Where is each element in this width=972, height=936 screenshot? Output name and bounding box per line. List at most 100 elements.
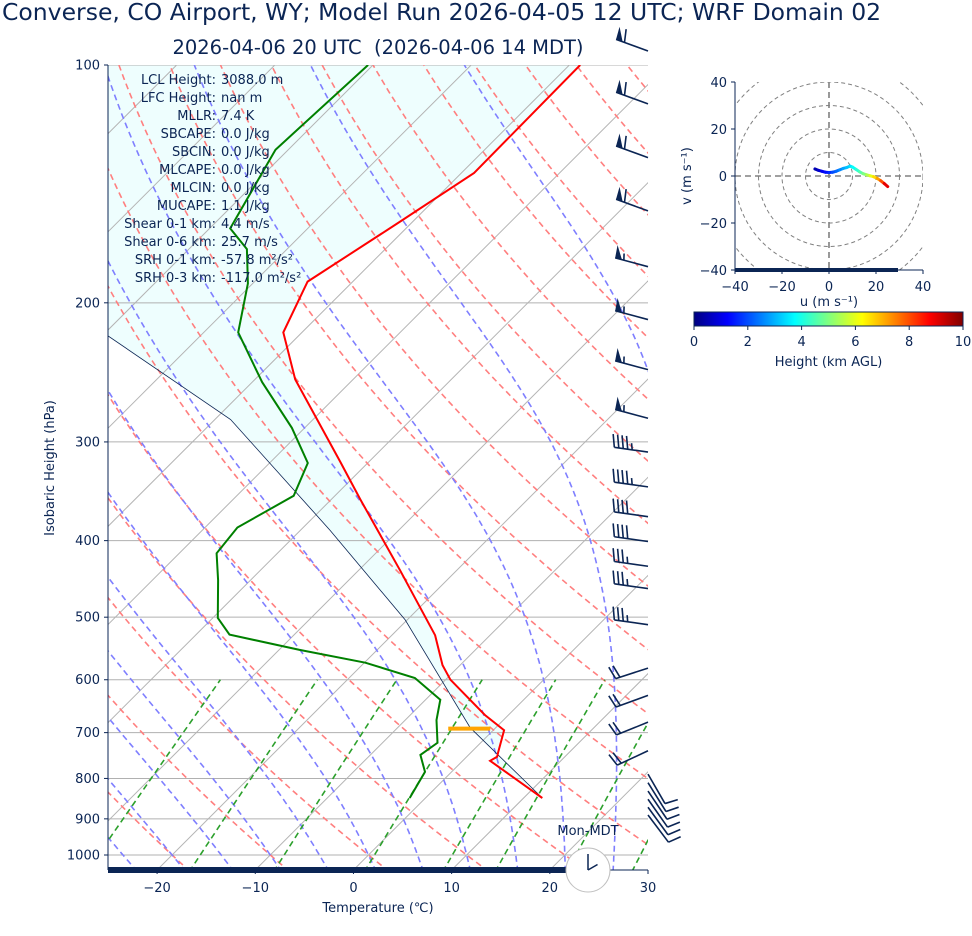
isotherm-line xyxy=(549,771,648,870)
hodograph-x-tick-label: 40 xyxy=(915,280,932,295)
colorbar-label: Height (km AGL) xyxy=(775,355,883,370)
wind-barb-staff xyxy=(614,619,649,626)
stat-row: MLCAPE: 0.0 J/kg xyxy=(100,162,301,180)
colorbar-tick-label: 6 xyxy=(851,335,859,350)
isotherm-line xyxy=(254,476,648,870)
stat-value: 7.4 K xyxy=(221,109,255,124)
wind-barb-feather xyxy=(621,524,625,539)
wind-barb xyxy=(647,798,681,828)
dry-adiabat-line xyxy=(473,65,648,278)
wind-barb-feather xyxy=(616,469,620,483)
wind-barb-staff xyxy=(615,145,649,159)
x-tick-label: −10 xyxy=(242,881,269,896)
y-tick-label: 200 xyxy=(75,296,100,311)
mixing-ratio-line xyxy=(108,679,222,843)
stat-label: MLLR: xyxy=(177,109,216,124)
wind-barb-feather xyxy=(612,693,621,706)
wind-barb-feather xyxy=(623,135,627,150)
y-tick-label: 600 xyxy=(75,673,100,688)
dewpoint-line xyxy=(215,65,442,799)
dry-adiabat-line xyxy=(108,166,648,780)
wind-barb-feather xyxy=(623,189,627,203)
stat-value: 0.0 J/kg xyxy=(221,145,270,160)
wind-barb-feather xyxy=(665,806,679,813)
wind-barb xyxy=(614,396,649,420)
wind-barb-pennant xyxy=(616,186,623,202)
dry-adiabat-line xyxy=(626,65,648,93)
wind-barb-staff xyxy=(614,535,649,543)
wind-barb-pennant xyxy=(616,26,623,42)
wind-barb-feather xyxy=(616,524,620,538)
stat-row: Shear 0-6 km: 25.7 m/s xyxy=(100,234,301,252)
moist-adiabat-line xyxy=(108,73,519,870)
stat-value: 3088.0 m xyxy=(221,73,284,88)
stat-label: Shear 0-6 km: xyxy=(124,235,216,250)
mixing-ratio-line xyxy=(567,721,648,870)
x-tick-label: 0 xyxy=(349,881,357,896)
hodograph-y-label: v (m s⁻¹) xyxy=(680,147,695,205)
wind-barb-staff xyxy=(616,721,649,736)
hodograph-y-tick-label: 20 xyxy=(710,123,727,138)
stat-label: SRH 0-3 km: xyxy=(134,271,216,286)
wind-barb xyxy=(612,523,649,543)
x-tick-label: 20 xyxy=(542,881,559,896)
y-tick-label: 900 xyxy=(75,812,100,827)
wind-barb-feather xyxy=(616,571,620,585)
stat-value: 0.0 J/kg xyxy=(221,181,270,196)
mixing-ratio-line xyxy=(631,838,648,870)
wind-barb xyxy=(612,468,649,488)
sounding-stats-panel: LCL Height: 3088.0 m LFC Height: nan m MLLR:… xyxy=(100,72,301,288)
wind-barb-staff xyxy=(647,798,669,828)
dry-adiabat-line xyxy=(270,65,648,525)
dry-adiabat-line xyxy=(219,65,648,588)
stat-value: 4.4 m/s xyxy=(221,217,270,232)
wind-barb-half-feather xyxy=(626,615,629,622)
wind-barb-feather xyxy=(621,499,625,514)
moist-adiabat-line xyxy=(108,649,282,870)
mixing-ratio-line xyxy=(273,679,398,870)
stat-label: LFC Height: xyxy=(140,91,216,106)
wind-barb-staff xyxy=(616,750,649,766)
y-tick-label: 800 xyxy=(75,772,100,787)
isotherm-line xyxy=(352,574,648,870)
y-tick-label: 100 xyxy=(75,59,100,74)
parcel-shading xyxy=(108,65,581,798)
mixing-ratio-line xyxy=(442,679,557,870)
stat-row: MLCIN: 0.0 J/kg xyxy=(100,180,301,198)
wind-barb-feather xyxy=(664,798,678,805)
wind-barb-feather xyxy=(625,500,629,514)
wind-barb-feather xyxy=(612,498,616,512)
hodograph-x-label: u (m s⁻¹) xyxy=(800,295,858,310)
wind-barb xyxy=(612,606,649,626)
colorbar-tick-label: 8 xyxy=(905,335,913,350)
wind-barb xyxy=(615,26,649,52)
wind-barb xyxy=(614,245,649,268)
wind-barb-feather xyxy=(621,470,625,484)
wind-barb-half-feather xyxy=(626,579,629,586)
colorbar-tick-label: 2 xyxy=(744,335,752,350)
wind-barb-feather xyxy=(668,836,681,843)
wind-barb-staff xyxy=(614,511,649,518)
hodograph-y-tick-label: 40 xyxy=(710,76,727,91)
wind-barb xyxy=(647,814,681,843)
wind-barb-feather xyxy=(623,81,627,96)
colorbar-tick-label: 10 xyxy=(955,335,972,350)
hodograph-segment xyxy=(882,182,890,189)
wind-barb xyxy=(612,433,649,453)
wind-barb-staff xyxy=(647,806,669,836)
wind-barb-half-feather xyxy=(626,556,629,564)
dry-adiabat-line xyxy=(108,393,588,870)
stat-value: -57.8 m²/s² xyxy=(221,253,294,268)
wind-barb-feather xyxy=(612,665,621,678)
wind-barb-staff xyxy=(614,583,649,590)
moist-adiabat-line xyxy=(108,490,377,870)
wind-barb-staff xyxy=(647,773,666,804)
wind-barb-pennant xyxy=(616,133,623,149)
wind-barb-pennant xyxy=(615,348,622,363)
stat-label: SBCAPE: xyxy=(160,127,216,142)
wind-barb-staff xyxy=(614,309,649,321)
isotherm-line xyxy=(108,65,276,233)
hodograph-y-tick-label: −40 xyxy=(700,264,727,279)
moist-adiabat-line xyxy=(108,716,234,870)
wind-barb-feather xyxy=(612,752,622,764)
